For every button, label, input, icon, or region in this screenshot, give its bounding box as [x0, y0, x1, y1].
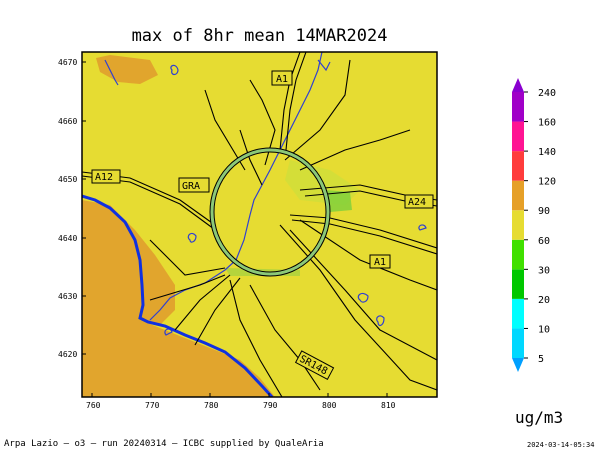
coastline	[82, 194, 274, 397]
colorbar-tick-label: 120	[538, 177, 556, 188]
road-label: A12	[95, 172, 113, 183]
road-label-a12: A12	[91, 169, 121, 184]
colorbar-tick-label: 10	[538, 324, 550, 335]
x-tick-label: 800	[322, 401, 337, 410]
colorbar-segment	[512, 328, 524, 358]
x-tick-label: 760	[86, 401, 101, 410]
road-label-a24: A24	[404, 194, 434, 209]
colorbar-tick-label: 20	[538, 295, 550, 306]
y-axis: 4670 4660 4650 4640 4630 4620	[58, 58, 86, 359]
colorbar-segment	[512, 121, 524, 152]
x-tick-label: 770	[145, 401, 160, 410]
road-label-group: A1 A12 GRA A24 A1 SR148	[91, 70, 434, 381]
colorbar-segment	[512, 151, 524, 181]
y-tick-label: 4640	[58, 234, 77, 243]
colorbar-tick-label: 90	[538, 206, 550, 217]
y-tick-label: 4660	[58, 117, 77, 126]
colorbar-tick-label: 60	[538, 236, 550, 247]
footer-credit: Arpa Lazio — o3 — run 20240314 — ICBC su…	[4, 439, 324, 449]
road-label: GRA	[182, 181, 200, 192]
y-tick-label: 4630	[58, 292, 77, 301]
map-frame	[81, 51, 438, 398]
colorbar-upper-extend	[512, 78, 524, 92]
colorbar-tick-label: 240	[538, 88, 556, 99]
road-label-gra: GRA	[178, 177, 210, 193]
ozone-patch-green	[325, 190, 352, 212]
ring-road	[209, 147, 331, 277]
colorbar-tick-label: 30	[538, 265, 550, 276]
road-label: A1	[276, 74, 288, 85]
x-tick-label: 810	[381, 401, 396, 410]
colorbar: 5 10 20 30 60 90 120 140 160 240	[512, 78, 556, 372]
y-tick-label: 4670	[58, 58, 77, 67]
roads	[82, 52, 437, 397]
road-label: A24	[408, 197, 426, 208]
run-timestamp: 2024-03-14-05:34	[527, 441, 595, 449]
colorbar-segment	[512, 269, 524, 299]
colorbar-segment	[512, 298, 524, 329]
x-tick-label: 790	[263, 401, 278, 410]
colorbar-tick-label: 160	[538, 118, 556, 129]
map-title: max of 8hr mean 14MAR2024	[131, 26, 388, 46]
x-axis: 760 770 780 790 800 810	[86, 393, 396, 410]
road-label-a1-north: A1	[271, 70, 293, 86]
road-label-a1-south: A1	[369, 254, 391, 269]
colorbar-segment	[512, 239, 524, 270]
colorbar-segment	[512, 92, 524, 122]
x-tick-label: 780	[204, 401, 219, 410]
units-label: ug/m3	[515, 408, 564, 427]
rivers	[104, 52, 427, 336]
sea-area	[82, 200, 275, 397]
colorbar-segment	[512, 210, 524, 240]
colorbar-tick-label: 140	[538, 147, 556, 158]
colorbar-lower-extend	[512, 358, 524, 372]
concentration-map	[82, 52, 437, 397]
colorbar-segment	[512, 180, 524, 211]
lake-area	[96, 55, 158, 84]
colorbar-tick-label: 5	[538, 354, 544, 365]
y-tick-label: 4620	[58, 350, 77, 359]
road-label: A1	[374, 257, 386, 268]
y-tick-label: 4650	[58, 175, 77, 184]
